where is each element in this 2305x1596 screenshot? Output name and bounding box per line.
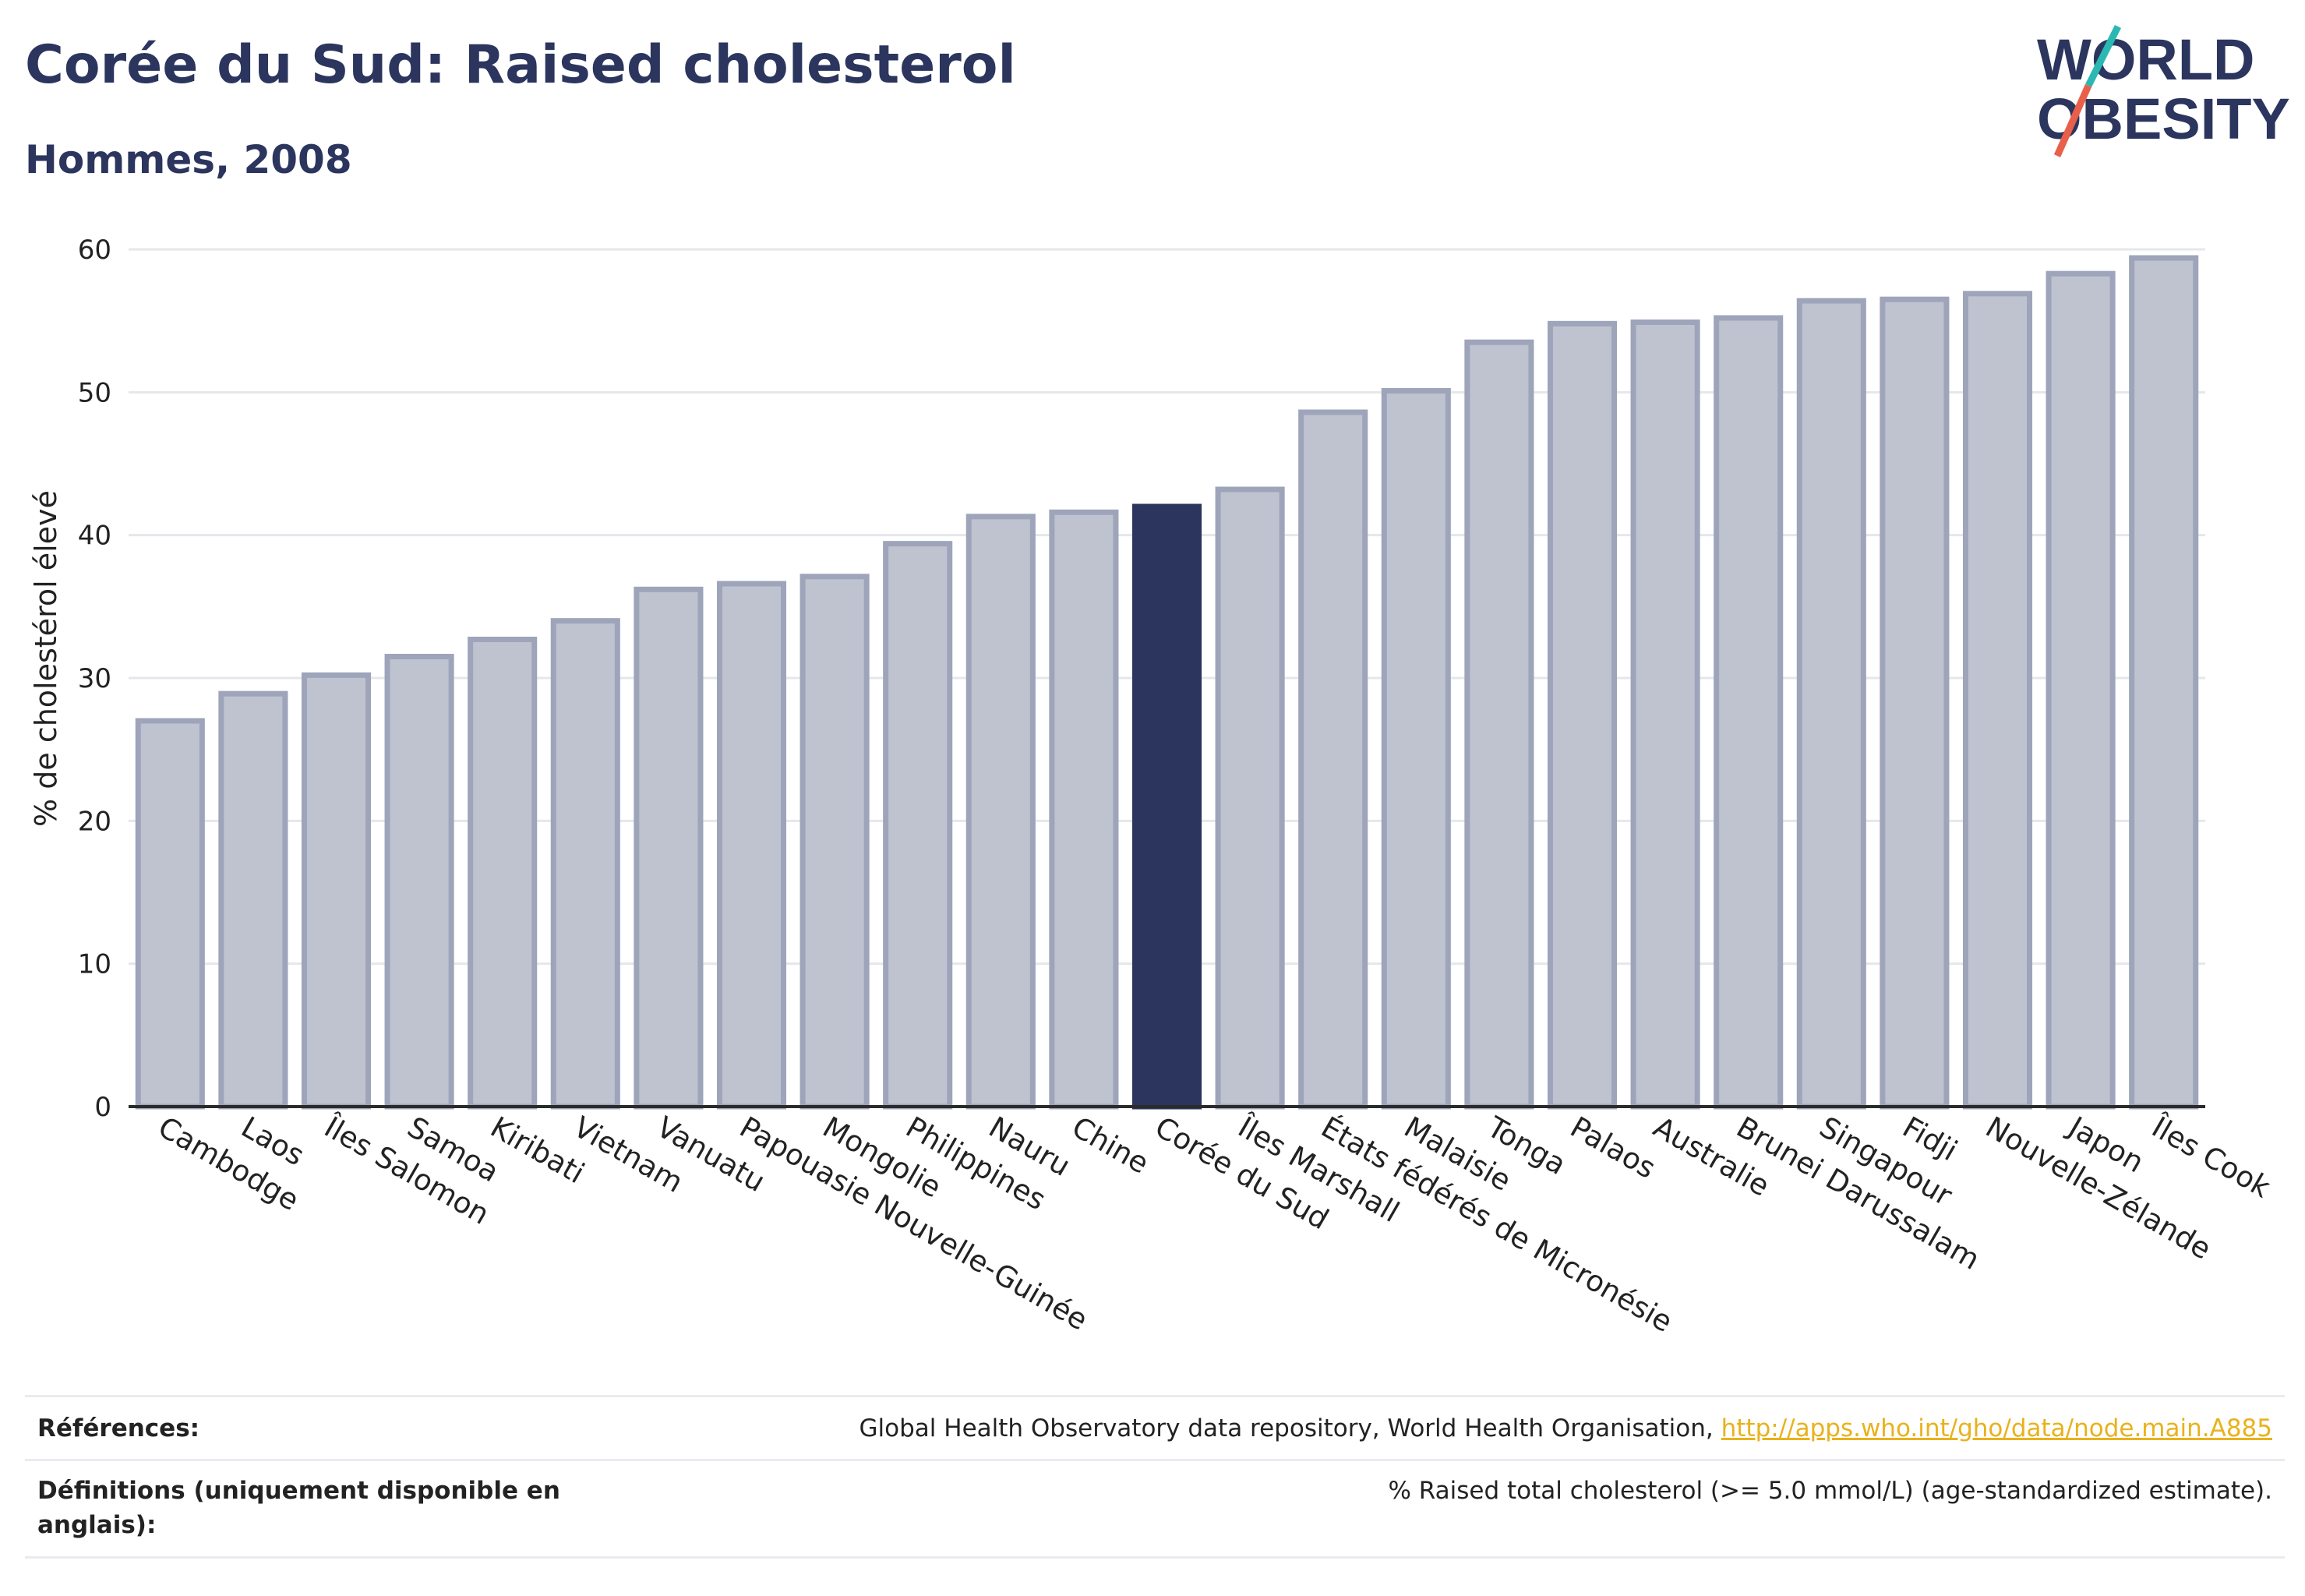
- page-subtitle: Hommes, 2008: [25, 137, 352, 182]
- bar: [550, 618, 620, 1110]
- bar: [384, 654, 454, 1110]
- bar-highlighted: [1131, 503, 1202, 1110]
- bar: [800, 574, 870, 1110]
- bar: [135, 718, 205, 1110]
- bar: [1215, 486, 1285, 1110]
- bar: [1049, 509, 1119, 1110]
- bar: [965, 514, 1036, 1110]
- bar: [2129, 255, 2199, 1110]
- logo-line2: OBESITY: [2037, 87, 2290, 151]
- bar: [301, 672, 372, 1110]
- bar: [634, 586, 704, 1110]
- x-tick-label: Chine: [1066, 1110, 1154, 1181]
- logo-slash-orange: [2053, 84, 2092, 157]
- bar: [1714, 315, 1784, 1110]
- bar: [883, 541, 953, 1110]
- y-tick-label: 10: [78, 949, 111, 980]
- bar: [468, 637, 538, 1110]
- bar: [1796, 298, 1866, 1110]
- x-tick-label: Palaos: [1565, 1110, 1661, 1185]
- references-label: Références:: [37, 1414, 200, 1442]
- bar: [1381, 388, 1451, 1110]
- definitions-value: % Raised total cholesterol (>= 5.0 mmol/…: [1388, 1477, 2272, 1505]
- bars: [135, 255, 2199, 1110]
- bar: [218, 690, 288, 1110]
- bar: [1298, 409, 1368, 1110]
- page-title: Corée du Sud: Raised cholesterol: [25, 34, 1016, 96]
- bar: [2046, 270, 2116, 1110]
- definitions-label: Définitions (uniquement disponible en an…: [37, 1477, 560, 1539]
- y-tick-label: 20: [78, 806, 111, 837]
- x-tick-label: Kiribati: [485, 1110, 590, 1191]
- bar: [716, 581, 787, 1110]
- world-obesity-logo: WORLD OBESITY: [2037, 24, 2290, 157]
- logo-slash-teal: [2084, 24, 2122, 88]
- y-tick-label: 50: [78, 377, 111, 408]
- y-tick-label: 60: [78, 235, 111, 266]
- y-axis-title: % de cholestérol élevé: [29, 490, 63, 827]
- references-text: Global Health Observatory data repositor…: [859, 1414, 1721, 1442]
- x-tick-label: Îles Cook: [2145, 1109, 2276, 1205]
- references-link[interactable]: http://apps.who.int/gho/data/node.main.A…: [1721, 1414, 2272, 1442]
- bar: [1547, 320, 1618, 1110]
- definitions-row: Définitions (uniquement disponible en an…: [25, 1459, 2285, 1559]
- bar: [1630, 320, 1700, 1110]
- bar: [1880, 296, 1950, 1110]
- references-value: Global Health Observatory data repositor…: [860, 1411, 2272, 1446]
- references-row: Références: Global Health Observatory da…: [25, 1395, 2285, 1461]
- y-tick-label: 30: [78, 663, 111, 694]
- y-tick-label: 40: [78, 521, 111, 552]
- bar: [1962, 291, 2033, 1110]
- logo-line1: WORLD: [2037, 27, 2255, 92]
- bar: [1464, 339, 1534, 1110]
- y-tick-label: 0: [94, 1092, 111, 1123]
